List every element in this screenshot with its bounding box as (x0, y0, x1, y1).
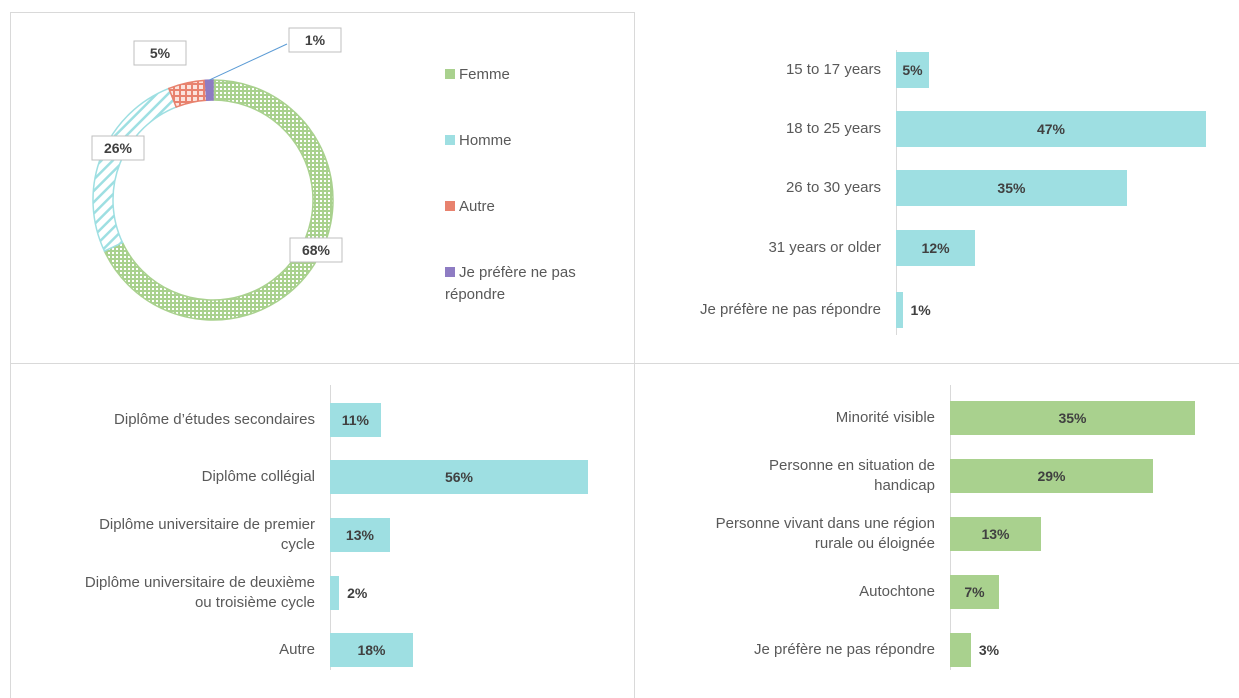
data-label: 35% (1058, 410, 1087, 426)
category-label: Diplôme universitaire de premier cycle (99, 516, 315, 553)
data-label: 68% (302, 242, 331, 258)
data-label-box (91, 135, 145, 161)
data-label: 13% (981, 526, 1010, 542)
data-label: 26% (104, 140, 133, 156)
bar (950, 575, 999, 609)
category-label: Diplôme collégial (201, 468, 315, 485)
data-label: 1% (910, 302, 931, 318)
category-label: Personne vivant dans une région rurale o… (715, 515, 935, 552)
panel (634, 363, 1239, 698)
legend-item: Autre (445, 196, 605, 218)
data-label: 5% (902, 62, 923, 78)
data-label: 56% (444, 469, 474, 485)
data-label: 29% (1037, 468, 1066, 484)
data-label: 11% (341, 412, 369, 428)
legend-swatch (445, 69, 455, 79)
legend-label: Homme (459, 132, 512, 149)
data-label-box (289, 237, 343, 263)
donut-chart: 68% 26% 5% 1% (91, 27, 343, 321)
bar (330, 633, 413, 667)
legend-item: Je préfère ne pas répondre (445, 262, 605, 306)
category-label: Je préfère ne pas répondre (754, 641, 935, 658)
donut-slice (103, 79, 334, 321)
bar (330, 403, 381, 437)
data-label: 47% (1036, 121, 1066, 137)
bar (896, 292, 903, 328)
bar (950, 517, 1041, 551)
bar (896, 230, 976, 266)
leader-line (209, 43, 288, 81)
donut-slice (167, 79, 208, 108)
legend-label: Autre (459, 198, 495, 215)
bar (896, 52, 929, 88)
bar (896, 170, 1127, 206)
bar (330, 576, 340, 610)
bar (950, 401, 1195, 435)
bar (330, 518, 390, 552)
category-label: Diplôme d’études secondaires (114, 411, 315, 428)
category-label: 26 to 30 years (785, 179, 881, 196)
category-label: Autre (279, 641, 315, 658)
legend-label: Femme (459, 66, 510, 83)
data-label: 18% (357, 642, 386, 658)
legend-swatch (445, 201, 455, 211)
data-label: 7% (964, 584, 985, 600)
category-label: 15 to 17 years (785, 61, 881, 78)
data-label: 2% (347, 585, 368, 601)
category-label: Minorité visible (835, 409, 935, 426)
data-label: 13% (345, 527, 374, 543)
data-label: 35% (997, 180, 1026, 196)
category-label: Diplôme universitaire de deuxième ou tro… (84, 574, 315, 611)
bar (950, 633, 971, 667)
category-label: Personne en situation de handicap (769, 457, 935, 494)
data-label: 1% (305, 32, 326, 48)
data-label: 5% (150, 45, 171, 61)
category-label: 31 years or older (768, 239, 881, 256)
data-label: 3% (978, 642, 1000, 658)
legend-item: Homme (445, 130, 605, 152)
data-label-box (288, 27, 342, 53)
legend-item: Femme (445, 64, 605, 86)
legend-swatch (445, 267, 455, 277)
legend-label: Je préfère ne pas répondre (445, 264, 576, 303)
bar (330, 460, 588, 494)
donut-slice (92, 87, 178, 253)
legend-swatch (445, 135, 455, 145)
bar (896, 111, 1206, 147)
category-label: Je préfère ne pas répondre (700, 301, 881, 318)
data-label: 12% (921, 240, 950, 256)
category-label: Autochtone (859, 583, 935, 600)
category-label: 18 to 25 years (785, 120, 881, 137)
donut-slice (204, 79, 214, 101)
bar (950, 459, 1153, 493)
data-label-box (133, 40, 187, 66)
